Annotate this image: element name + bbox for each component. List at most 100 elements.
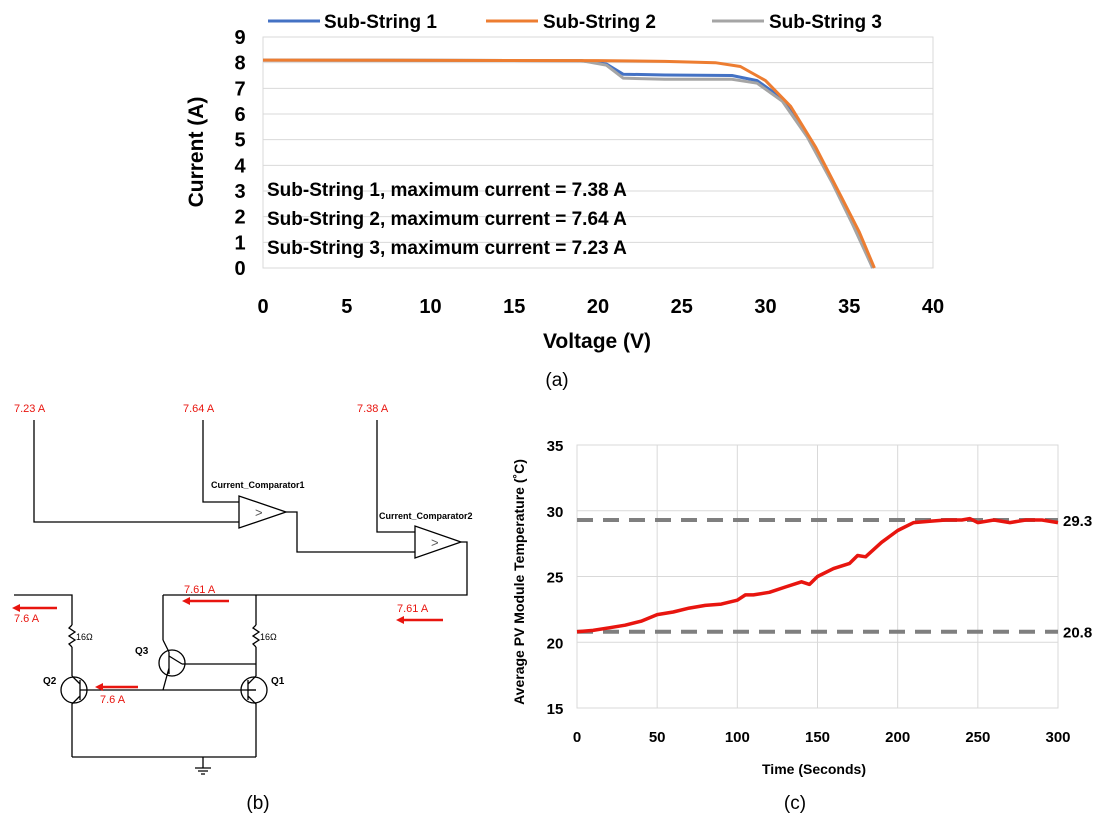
current-arrows — [12, 597, 443, 691]
input-label-7-23: 7.23 A — [14, 403, 46, 415]
chart-c-y-tick-label: 25 — [547, 570, 564, 587]
chart-a-series — [262, 58, 876, 269]
chart-c-x-axis-label: Time (Seconds) — [762, 761, 866, 777]
comparator-1-label: Current_Comparator1 — [211, 480, 305, 490]
chart-c-reference-lines: 29.3 20.8 — [577, 513, 1092, 642]
chart-a-gridlines — [263, 36, 933, 269]
chart-a-x-tick-label: 40 — [922, 296, 944, 318]
transistor-q1-leads — [247, 675, 257, 757]
transistor-q1 — [240, 676, 268, 704]
chart-c-y-tick-label: 30 — [547, 504, 564, 521]
chart-c-x-tick-label: 150 — [805, 729, 830, 746]
comparator-1-symbol: > — [255, 505, 263, 520]
chart-a-y-tick-label: 0 — [234, 258, 245, 280]
chart-a-series-line-1 — [262, 58, 875, 269]
current-label-mirror: 7.6 A — [100, 694, 126, 706]
chart-a-y-tick-label: 6 — [234, 104, 245, 126]
chart-a-y-tick-label: 3 — [234, 181, 245, 203]
caption-c: (c) — [784, 793, 806, 814]
chart-c-y-axis-label: Average PV Module Temperature (˚C) — [511, 459, 527, 705]
resistor-right — [251, 624, 261, 648]
chart-a-x-ticks: 0 5 10 15 20 25 30 35 40 — [257, 296, 944, 318]
chart-a-y-tick-label: 1 — [234, 232, 245, 254]
resistor-left — [67, 624, 77, 648]
chart-a-x-tick-label: 30 — [754, 296, 776, 318]
chart-a-y-tick-label: 7 — [234, 78, 245, 100]
comparator-2 — [414, 525, 463, 559]
wire-bottom-rail — [72, 756, 256, 768]
chart-c-reference-label: 20.8 — [1063, 625, 1092, 642]
chart-a-y-ticks: 0 1 2 3 4 5 6 7 8 9 — [234, 27, 246, 280]
chart-c-x-ticks: 0 50 100 150 200 250 300 — [573, 729, 1071, 746]
ground-icon — [195, 767, 211, 775]
chart-a-x-tick-label: 10 — [419, 296, 441, 318]
caption-b: (b) — [246, 793, 269, 814]
chart-a-series-line-2 — [262, 58, 876, 269]
comparator-1 — [238, 495, 289, 529]
transistor-q3-label: Q3 — [135, 646, 149, 657]
chart-a-x-tick-label: 5 — [341, 296, 352, 318]
chart-c-x-tick-label: 0 — [573, 729, 581, 746]
chart-a-y-axis-label: Current (A) — [185, 97, 208, 208]
legend-label-sub-string-2: Sub-String 2 — [543, 12, 656, 33]
chart-a-y-tick-label: 9 — [234, 27, 245, 49]
chart-c-x-tick-label: 300 — [1045, 729, 1070, 746]
chart-c-reference-label: 29.3 — [1063, 513, 1092, 530]
chart-a-annotation-1: Sub-String 1, maximum current = 7.38 A — [267, 180, 627, 201]
wire-comp1-to-comp2 — [286, 511, 415, 553]
transistor-q3 — [158, 649, 186, 677]
wire-input-7-64 — [202, 420, 239, 503]
resistor-left-label: 16Ω — [76, 632, 93, 642]
legend-label-sub-string-3: Sub-String 3 — [769, 12, 882, 33]
chart-a-annotation-3: Sub-String 3, maximum current = 7.23 A — [267, 238, 627, 259]
chart-c-y-ticks: 15 20 25 30 35 — [547, 438, 564, 718]
transistor-q2-label: Q2 — [43, 676, 57, 687]
chart-a-x-tick-label: 0 — [257, 296, 268, 318]
arrow-comp-out-head-icon — [396, 616, 404, 624]
chart-a-series-line-3 — [262, 58, 875, 269]
chart-a-annotation-2: Sub-String 2, maximum current = 7.64 A — [267, 209, 627, 230]
current-label-top-branch: 7.61 A — [184, 584, 216, 596]
chart-a-x-tick-label: 25 — [671, 296, 693, 318]
arrow-mirror-head-icon — [95, 683, 103, 691]
wire-comp2-output — [163, 541, 468, 596]
transistor-q1-label: Q1 — [271, 676, 285, 687]
chart-c-x-tick-label: 50 — [649, 729, 666, 746]
chart-c-y-tick-label: 35 — [547, 438, 564, 455]
current-label-output-left: 7.6 A — [14, 613, 40, 625]
arrow-top-branch-head-icon — [182, 597, 190, 605]
arrow-left-output-head-icon — [12, 604, 20, 612]
legend-label-sub-string-1: Sub-String 1 — [324, 12, 437, 33]
chart-c-y-tick-label: 15 — [547, 701, 564, 718]
chart-a-x-tick-label: 15 — [503, 296, 525, 318]
wire-input-7-38 — [376, 420, 415, 533]
transistor-q3-leads — [162, 639, 256, 691]
chart-c: 29.3 20.8 15 20 25 30 35 0 50 100 150 200 250 300 A… — [511, 438, 1092, 814]
comparator-2-symbol: > — [431, 535, 439, 550]
chart-a-legend: Sub-String 1 Sub-String 2 Sub-String 3 — [268, 12, 882, 33]
comparator-2-label: Current_Comparator2 — [379, 511, 473, 521]
chart-c-series — [576, 516, 1059, 634]
caption-a: (a) — [545, 370, 568, 391]
chart-c-x-tick-label: 250 — [965, 729, 990, 746]
current-label-comp-out: 7.61 A — [397, 603, 429, 615]
resistor-right-label: 16Ω — [260, 632, 277, 642]
chart-c-y-tick-label: 20 — [547, 635, 564, 652]
chart-a-x-axis-label: Voltage (V) — [543, 330, 651, 353]
chart-a-plot-frame — [262, 36, 934, 269]
input-label-7-38: 7.38 A — [357, 403, 389, 415]
chart-a-y-tick-label: 8 — [234, 53, 245, 75]
chart-a-y-tick-label: 2 — [234, 207, 245, 229]
transistor-q2-leads — [71, 675, 256, 757]
wire-left-output — [14, 594, 73, 625]
chart-c-x-tick-label: 200 — [885, 729, 910, 746]
chart-a-y-tick-label: 4 — [234, 155, 246, 177]
chart-a-x-tick-label: 35 — [838, 296, 860, 318]
wire-input-7-23 — [33, 420, 239, 523]
circuit-diagram-b: 7.23 A 7.64 A 7.38 A > Current_Comparato… — [12, 403, 473, 814]
chart-c-plot-frame — [576, 444, 1059, 709]
chart-a-x-tick-label: 20 — [587, 296, 609, 318]
chart-c-series-line — [576, 516, 1059, 634]
chart-a-y-tick-label: 5 — [234, 130, 245, 152]
